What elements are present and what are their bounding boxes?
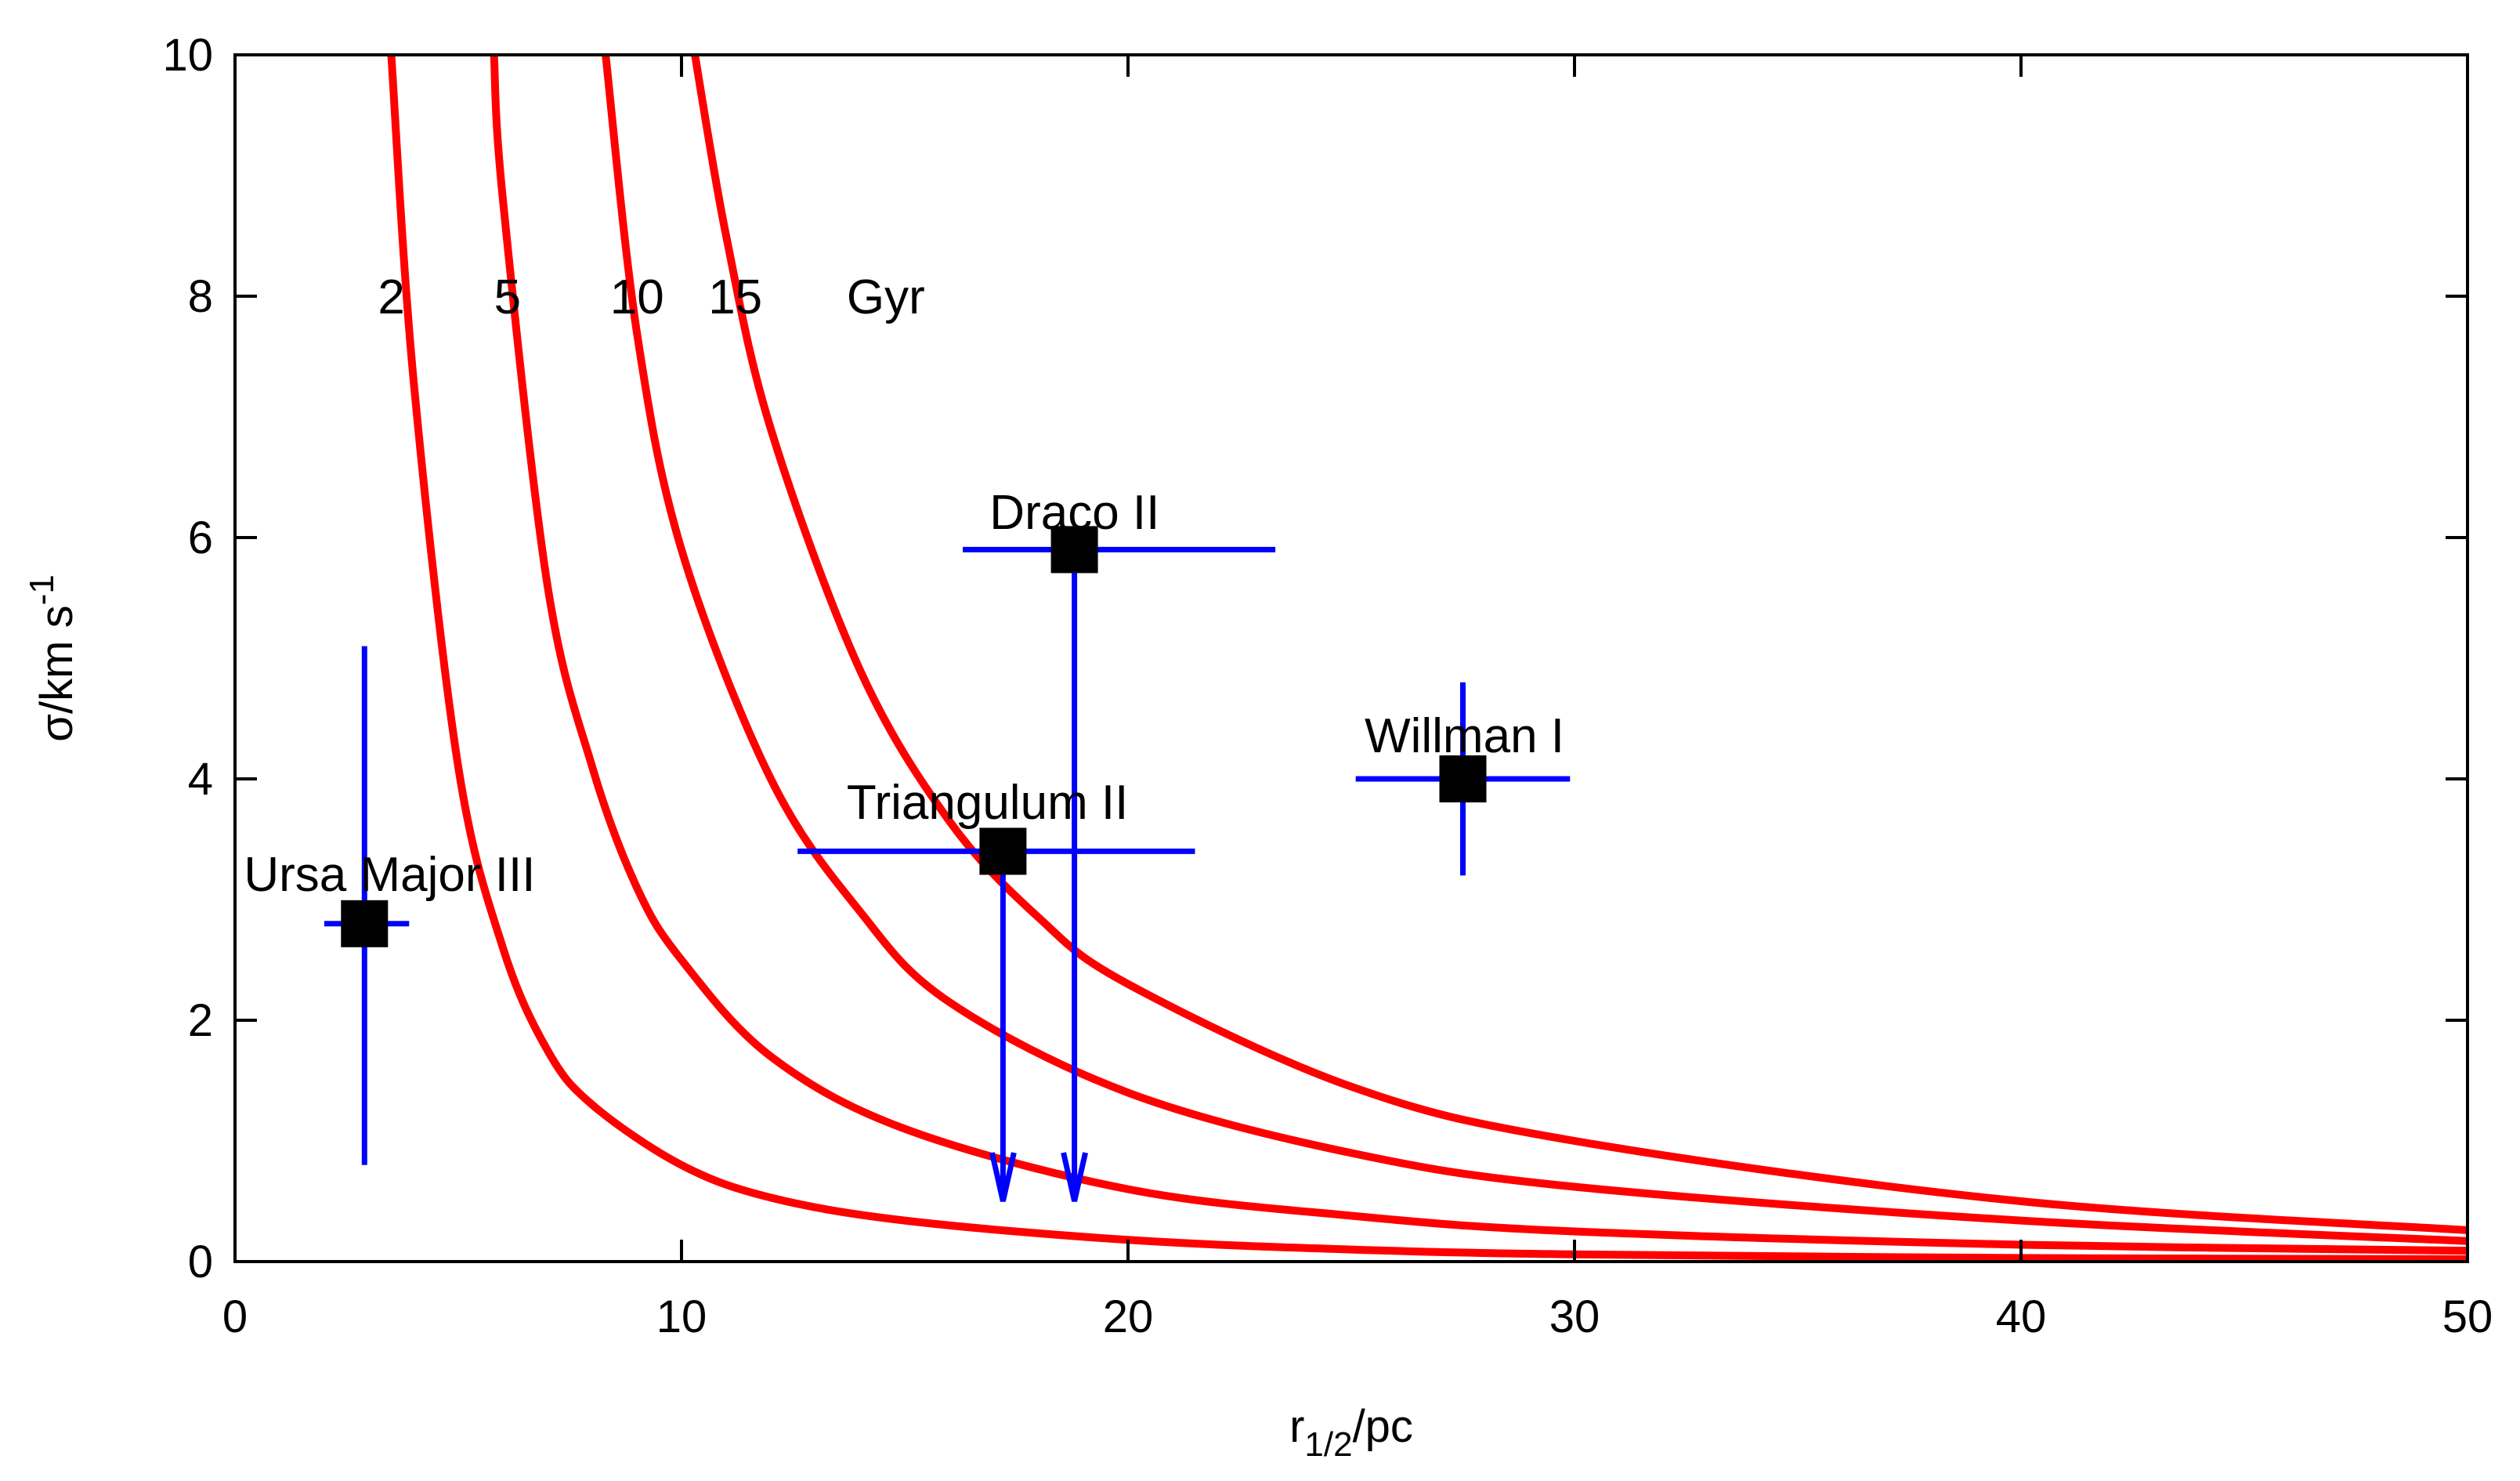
- age-curve-10-gyr: [602, 55, 2468, 1245]
- x-tick-label: 30: [1549, 1291, 1600, 1342]
- x-axis-title-base: r: [1289, 1401, 1304, 1452]
- x-tick-label: 0: [222, 1291, 248, 1342]
- x-axis-title-sub: 1/2: [1304, 1425, 1352, 1464]
- x-tick-label: 20: [1103, 1291, 1154, 1342]
- y-tick-label: 8: [188, 271, 213, 322]
- age-curve-5-gyr: [490, 55, 2468, 1255]
- y-tick-label: 0: [188, 1237, 213, 1287]
- data-point-marker: [1050, 526, 1098, 574]
- age-curve-15-gyr: [691, 55, 2468, 1234]
- y-tick-label: 10: [162, 30, 213, 81]
- x-axis-title: r1/2/pc: [1289, 1401, 1413, 1464]
- point-label: Willman I: [1365, 709, 1564, 763]
- point-label: Triangulum II: [847, 776, 1129, 830]
- curve-unit-label: Gyr: [847, 270, 925, 324]
- point-label: Ursa Major III: [244, 848, 535, 902]
- x-tick-label: 10: [656, 1291, 707, 1342]
- y-axis-title-sup: -1: [23, 574, 61, 605]
- point-label: Draco II: [989, 486, 1159, 540]
- curve-label-5: 5: [494, 270, 521, 324]
- data-point-marker: [1439, 755, 1487, 802]
- plot-frame: [233, 53, 2469, 1263]
- axes: 0 10 20 30 40 50 0 2 4 6 8 10: [162, 30, 2493, 1342]
- x-tick-label: 40: [1996, 1291, 2047, 1342]
- y-tick-label: 4: [188, 754, 213, 805]
- x-axis-title-suffix: /pc: [1353, 1401, 1413, 1452]
- curve-label-15: 15: [708, 270, 762, 324]
- age-curves: [387, 55, 2468, 1262]
- data-points: [324, 526, 1571, 1202]
- y-axis-title: σ/km s-1: [23, 574, 82, 741]
- data-point-marker: [979, 827, 1027, 875]
- data-point-marker: [341, 900, 389, 947]
- curve-label-2: 2: [378, 270, 404, 324]
- y-tick-label: 2: [188, 995, 213, 1046]
- text-labels: 2 5 10 15 Gyr Ursa Major III Triangulum II Drac…: [244, 270, 1564, 902]
- upper-limit-arrowhead: [1061, 1152, 1089, 1202]
- y-tick-label: 6: [188, 512, 213, 563]
- upper-limit-arrowhead: [989, 1152, 1017, 1202]
- curve-label-10: 10: [610, 270, 664, 324]
- x-tick-label: 50: [2442, 1291, 2493, 1342]
- age-curve-2-gyr: [387, 55, 2468, 1262]
- y-axis-title-base: σ/km s: [31, 605, 82, 741]
